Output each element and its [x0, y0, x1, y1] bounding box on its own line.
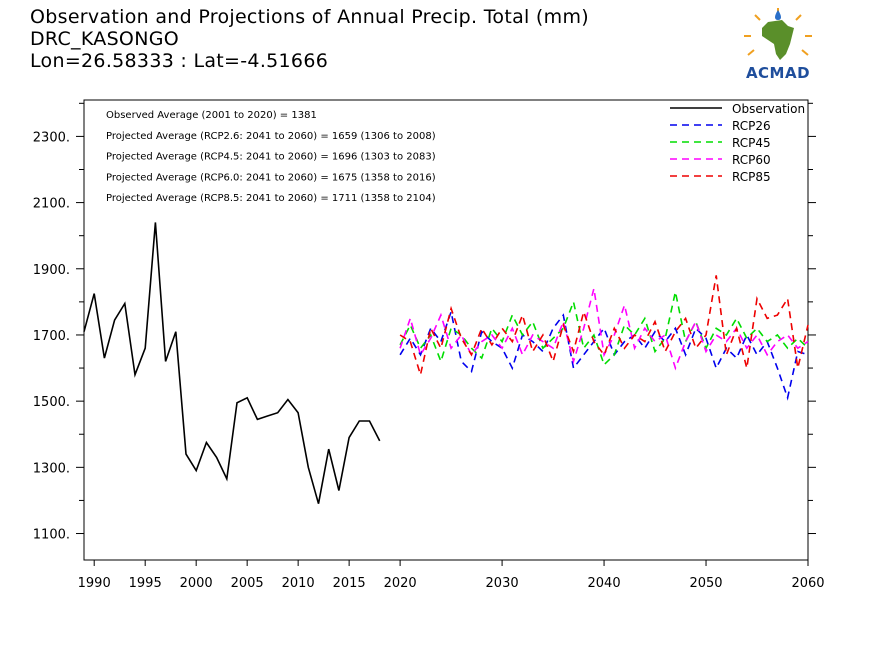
y-tick-label: 2100. [33, 197, 70, 212]
x-tick-label: 2000 [180, 576, 213, 591]
x-tick-label: 2010 [282, 576, 315, 591]
annotation-block: Observed Average (2001 to 2020) = 1381 Pr… [106, 110, 436, 204]
station-name: DRC_KASONGO [30, 28, 179, 50]
africa-sun-logo-icon [744, 8, 812, 60]
series-line-rcp60 [399, 288, 809, 371]
legend-label: RCP60 [732, 153, 771, 167]
annotation-line: Observed Average (2001 to 2020) = 1381 [106, 110, 317, 121]
series-line-observation [83, 222, 381, 504]
x-tick-label: 2050 [689, 576, 722, 591]
y-tick-label: 1900. [33, 263, 70, 278]
x-tick-label: 1990 [78, 576, 111, 591]
annotation-line: Projected Average (RCP2.6: 2041 to 2060)… [106, 131, 436, 142]
logo-text: ACMAD [745, 64, 811, 82]
y-tick-label: 2300. [33, 130, 70, 145]
axes: 1100. 1300. 1500. 1700. 1900. 2100. 2300. 1990 1… [33, 102, 825, 591]
y-tick-label: 1700. [33, 329, 70, 344]
series-line-rcp26 [399, 308, 809, 401]
x-tick-label: 2020 [384, 576, 417, 591]
x-tick-label: 2015 [333, 576, 366, 591]
y-tick-label: 1500. [33, 395, 70, 410]
series-lines [83, 222, 809, 504]
annotation-line: Projected Average (RCP6.0: 2041 to 2060)… [106, 172, 436, 183]
x-tick-label: 1995 [129, 576, 162, 591]
legend-label: RCP85 [732, 170, 771, 184]
legend-label: RCP45 [732, 136, 771, 150]
x-tick-label: 2030 [486, 576, 519, 591]
chart-title: Observation and Projections of Annual Pr… [30, 6, 589, 28]
y-tick-label: 1300. [33, 461, 70, 476]
x-tick-label: 2040 [588, 576, 621, 591]
series-line-rcp45 [399, 291, 809, 367]
station-coordinates: Lon=26.58333 : Lat=-4.51666 [30, 50, 329, 72]
series-line-rcp85 [399, 275, 809, 378]
y-tick-label: 1100. [33, 528, 70, 543]
x-tick-label: 2005 [231, 576, 264, 591]
annotation-line: Projected Average (RCP8.5: 2041 to 2060)… [106, 193, 436, 204]
annotation-line: Projected Average (RCP4.5: 2041 to 2060)… [106, 152, 436, 163]
title-block: Observation and Projections of Annual Pr… [30, 6, 589, 72]
legend: Observation RCP26 RCP45 RCP60 RCP85 [670, 102, 805, 184]
acmad-logo: ACMAD [738, 8, 818, 84]
x-tick-label: 2060 [791, 576, 824, 591]
legend-label: Observation [732, 102, 805, 116]
legend-label: RCP26 [732, 119, 771, 133]
